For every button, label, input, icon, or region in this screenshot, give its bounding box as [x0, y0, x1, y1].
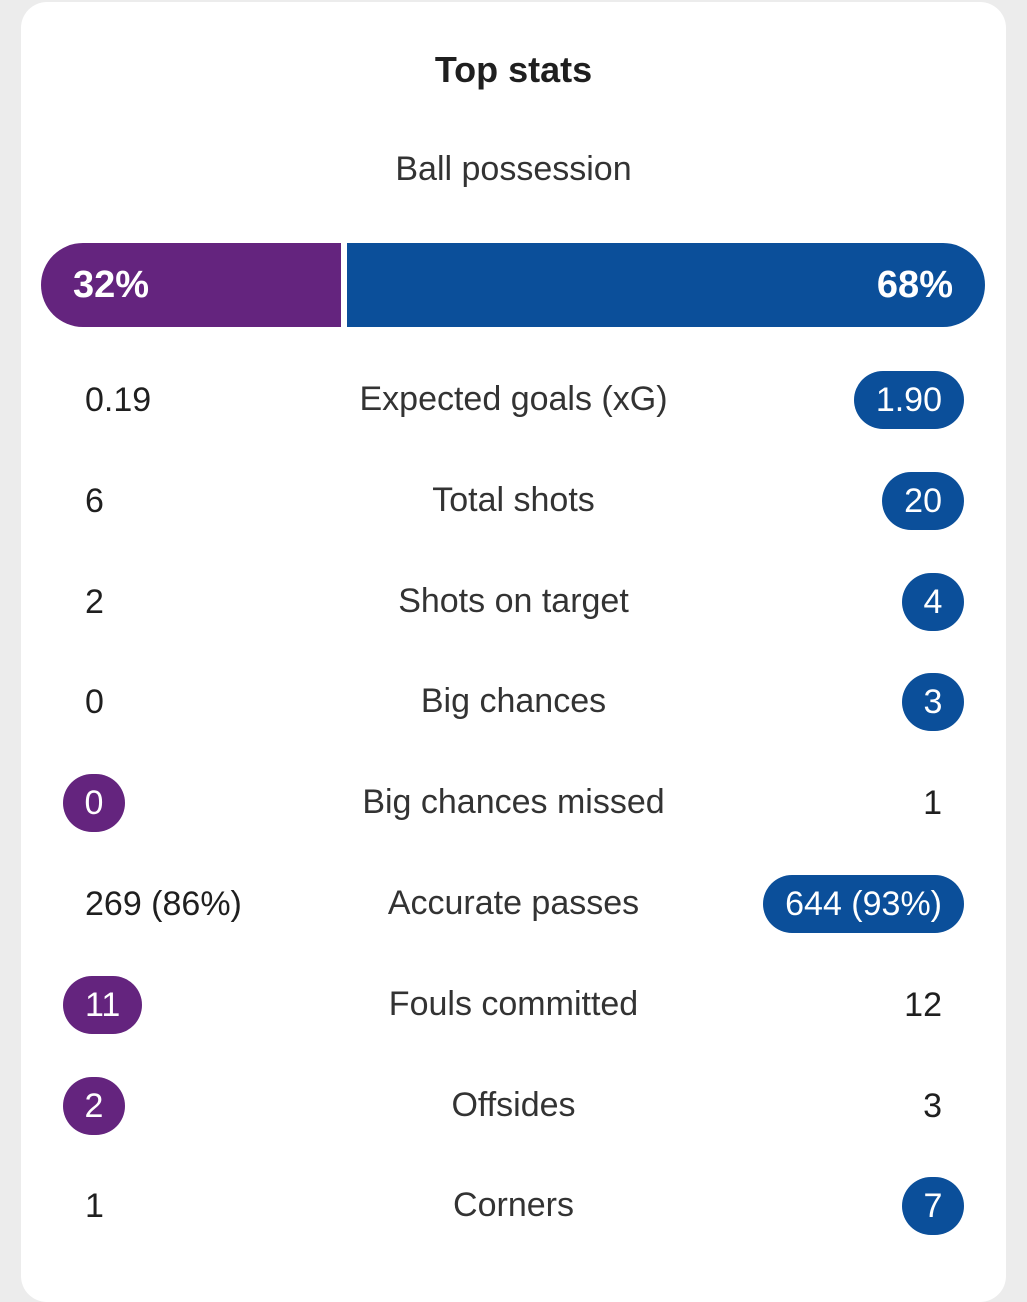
possession-bar: 32% 68% [41, 243, 985, 327]
possession-home-value: 32% [73, 263, 150, 306]
stat-label: Total shots [432, 480, 595, 519]
stat-row: 269 (86%) Accurate passes 644 (93%) [21, 853, 1006, 954]
stat-home-value: 11 [63, 975, 143, 1034]
stat-row: 0 Big chances 3 [21, 651, 1006, 752]
possession-label: Ball possession [395, 150, 632, 188]
stat-row: 6 Total shots 20 [21, 450, 1006, 551]
stat-away-value: 3 [902, 673, 964, 732]
stat-away-value: 7 [902, 1177, 964, 1236]
stats-list: 0.19 Expected goals (xG) 1.90 6 Total shots 2… [21, 349, 1006, 1256]
stat-away-value: 1.90 [853, 371, 964, 429]
stat-home-value: 2 [63, 1076, 125, 1135]
stat-away-value: 4 [902, 572, 964, 631]
possession-home-segment: 32% [41, 243, 342, 327]
stat-row: 2 Offsides 3 [21, 1055, 1006, 1156]
stat-row: 1 Corners 7 [21, 1155, 1006, 1256]
stat-away-value: 20 [882, 471, 964, 530]
stat-row: 2 Shots on target 4 [21, 551, 1006, 652]
stat-label: Offsides [451, 1085, 576, 1124]
stat-home-value: 1 [85, 1187, 104, 1226]
stat-away-value: 3 [923, 1086, 942, 1125]
stat-home-value: 2 [85, 582, 104, 621]
stat-row: 0.19 Expected goals (xG) 1.90 [21, 349, 1006, 450]
stat-label: Corners [453, 1186, 574, 1225]
stat-home-value: 0 [63, 774, 125, 833]
stat-label: Big chances [420, 682, 607, 721]
possession-away-value: 68% [876, 263, 953, 306]
possession-away-segment: 68% [347, 243, 985, 327]
stat-away-value: 1 [923, 784, 942, 823]
card-title: Top stats [434, 49, 593, 90]
stat-row: 0 Big chances missed 1 [21, 752, 1006, 853]
stat-home-value: 0 [85, 683, 104, 722]
stat-label: Big chances missed [362, 783, 665, 822]
stat-away-value: 12 [904, 985, 942, 1024]
stat-row: 11 Fouls committed 12 [21, 954, 1006, 1055]
stat-away-value: 644 (93%) [763, 874, 964, 933]
stat-home-value: 6 [85, 481, 104, 520]
stat-label: Shots on target [398, 581, 629, 620]
top-stats-card: Top stats Ball possession 32% 68% 0.19 Ex… [21, 2, 1006, 1302]
stat-label: Fouls committed [388, 984, 639, 1023]
stat-home-value: 269 (86%) [85, 884, 242, 923]
stat-home-value: 0.19 [85, 381, 152, 419]
